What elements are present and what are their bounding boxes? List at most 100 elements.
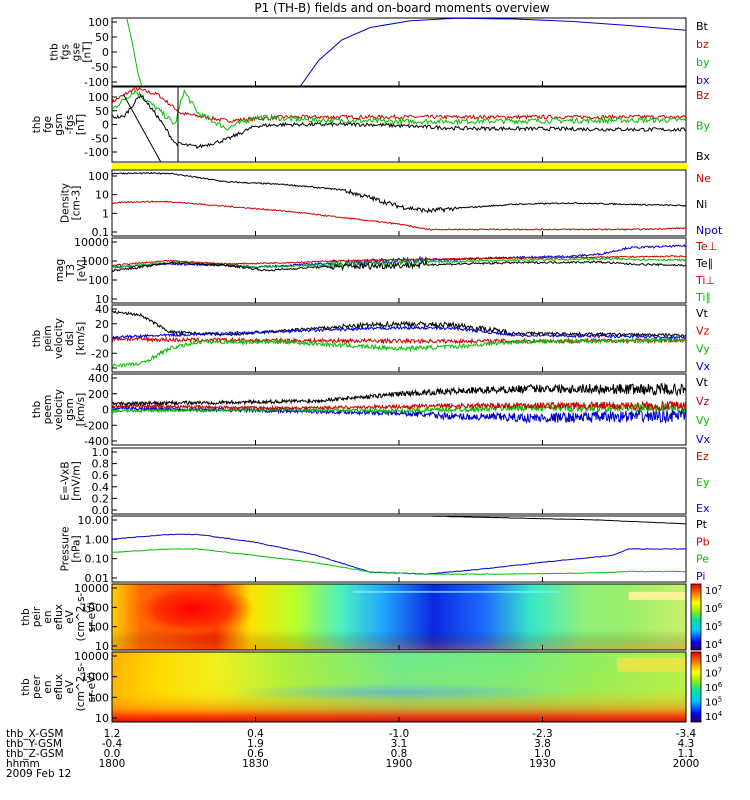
ephemeris-value: -3.4 — [676, 728, 697, 740]
y-axis-label: sr-eV) — [86, 602, 98, 633]
y-tick-label: 1.0 — [92, 446, 110, 459]
series-group — [112, 172, 686, 231]
y-tick-label: 10000 — [74, 236, 109, 249]
colorbar-tick-label: 104 — [705, 710, 723, 723]
y-tick-label: -400 — [84, 435, 109, 448]
y-tick-label: 0.01 — [85, 572, 110, 585]
ephemeris-value: 2000 — [673, 758, 700, 770]
series-line-pt — [112, 516, 686, 525]
y-tick-label: 10 — [95, 712, 109, 725]
series-group — [126, 18, 686, 86]
y-tick-label: 0.10 — [85, 553, 110, 566]
y-tick-label: -20 — [91, 347, 109, 360]
legend-entry: Vx — [696, 433, 711, 446]
series-line-ne — [112, 200, 686, 231]
legend-entry: Pe — [696, 553, 709, 566]
y-axis-label: Density — [60, 183, 72, 223]
legend-entry: by — [696, 56, 710, 69]
y-axis-label: eflux — [53, 604, 65, 630]
panel-fgs: 100 50 0 -50 -100 thb fgs gse [nT] Bt bz by bx — [49, 16, 710, 89]
spectrogram-band — [617, 657, 686, 672]
y-tick-label: 200 — [88, 388, 109, 401]
y-axis-label: velocity — [53, 389, 65, 430]
panel-frame — [111, 17, 687, 87]
y-axis-label: Pressure — [60, 527, 72, 572]
ephemeris-value: 0.4 — [247, 728, 264, 740]
series-group — [112, 382, 686, 425]
series-line-bt — [123, 94, 162, 162]
colorbar-tick-label: 105 — [705, 620, 722, 633]
panel-vel_gsm: 400 200 0 -200 -400 thb peem velocity gsm [km/s] V… — [31, 372, 711, 448]
ephemeris-value: 4.3 — [678, 738, 695, 750]
ephemeris-value: 1.0 — [534, 748, 551, 760]
legend-entry: Ey — [696, 476, 710, 489]
series-group — [112, 87, 686, 162]
y-tick-label: 1000 — [81, 671, 109, 684]
y-axis-label: thb — [31, 400, 43, 418]
series-line-bz — [112, 87, 686, 124]
series-line-ni — [112, 172, 686, 214]
legend-entry: Bz — [696, 89, 710, 102]
series-line-te-par — [112, 259, 686, 272]
ephemeris-value: 1.2 — [104, 728, 121, 740]
y-axis-label: [nT] — [82, 41, 94, 62]
y-tick-label: -100 — [84, 146, 109, 159]
panel-temp: 10000 1000 100 10 mag T3 [eV] Te⊥ Te∥ Ti⊥ Ti∥ — [54, 236, 717, 306]
series-line-pe — [112, 548, 686, 575]
spectrogram-shade — [112, 584, 686, 650]
legend-entry: Ni — [696, 198, 707, 211]
legend-entry: Ti∥ — [695, 291, 711, 304]
y-axis-label: peer — [31, 674, 43, 699]
legend-entry: bz — [696, 38, 709, 51]
legend-entry: Vz — [696, 395, 710, 408]
series-line-vt — [112, 382, 686, 408]
colorbar — [690, 583, 702, 651]
y-axis-label: (cm^2-s- — [75, 662, 87, 711]
legend-entry: Vt — [696, 376, 709, 389]
ephemeris-value: 1830 — [242, 758, 269, 770]
colorbar-tick-label: 108 — [705, 652, 722, 665]
y-tick-label: 0 — [102, 46, 109, 59]
y-axis-label: eV — [64, 679, 76, 693]
y-axis-label: [eV] — [76, 260, 88, 282]
colorbar-tick-label: 104 — [705, 638, 723, 651]
y-axis-label: thb — [20, 608, 32, 626]
colorbar — [690, 651, 702, 723]
y-axis-label: [cm-3] — [71, 186, 83, 221]
ephemeris-value: -2.3 — [532, 728, 553, 740]
ephemeris-value: 0.6 — [247, 748, 264, 760]
y-tick-label: 0 — [102, 333, 109, 346]
ephemeris-date: 2009 Feb 12 — [6, 768, 71, 780]
y-axis-label: T3 — [65, 264, 77, 278]
y-tick-label: 100 — [88, 16, 109, 29]
y-tick-label: -100 — [84, 76, 109, 89]
y-axis-label: E=-VxB — [60, 461, 72, 500]
y-axis-label: en — [42, 680, 54, 693]
colorbar-tick-label: 107 — [705, 584, 722, 597]
y-tick-label: 0.1 — [92, 226, 110, 239]
y-tick-label: 400 — [88, 372, 109, 385]
y-axis-label: thb — [49, 43, 61, 61]
series-line-npot — [112, 243, 686, 269]
colorbar-tick-label: 106 — [705, 602, 723, 615]
panel-vel_dsl: 40 20 0-20 -40 thb peim velocity dsl [km/s] Vt Vz V… — [31, 303, 711, 375]
panel-frame — [111, 237, 687, 304]
legend-entry: Pb — [696, 535, 710, 548]
y-tick-label: 10000 — [74, 582, 109, 595]
y-axis-label: dsl — [64, 331, 76, 346]
y-tick-label: 1000 — [81, 255, 109, 268]
series-line-vz — [112, 400, 686, 412]
panel-density: 100 10 1 0.1 Density [cm-3] Ne Ni Npot — [60, 169, 723, 239]
y-tick-label: 100 — [88, 91, 109, 104]
legend-entry: Bt — [696, 20, 709, 33]
y-axis-label: -fgs — [64, 115, 76, 135]
y-axis-label: velocity — [53, 318, 65, 359]
y-tick-label: 0 — [102, 119, 109, 132]
y-tick-label: 10 — [95, 189, 109, 202]
ephemeris-value: 0.0 — [104, 748, 121, 760]
y-axis-label: sr-eV) — [86, 672, 98, 703]
ephemeris-value: 1.1 — [678, 748, 695, 760]
legend-entry: Vy — [696, 414, 710, 427]
series-group — [112, 516, 686, 575]
